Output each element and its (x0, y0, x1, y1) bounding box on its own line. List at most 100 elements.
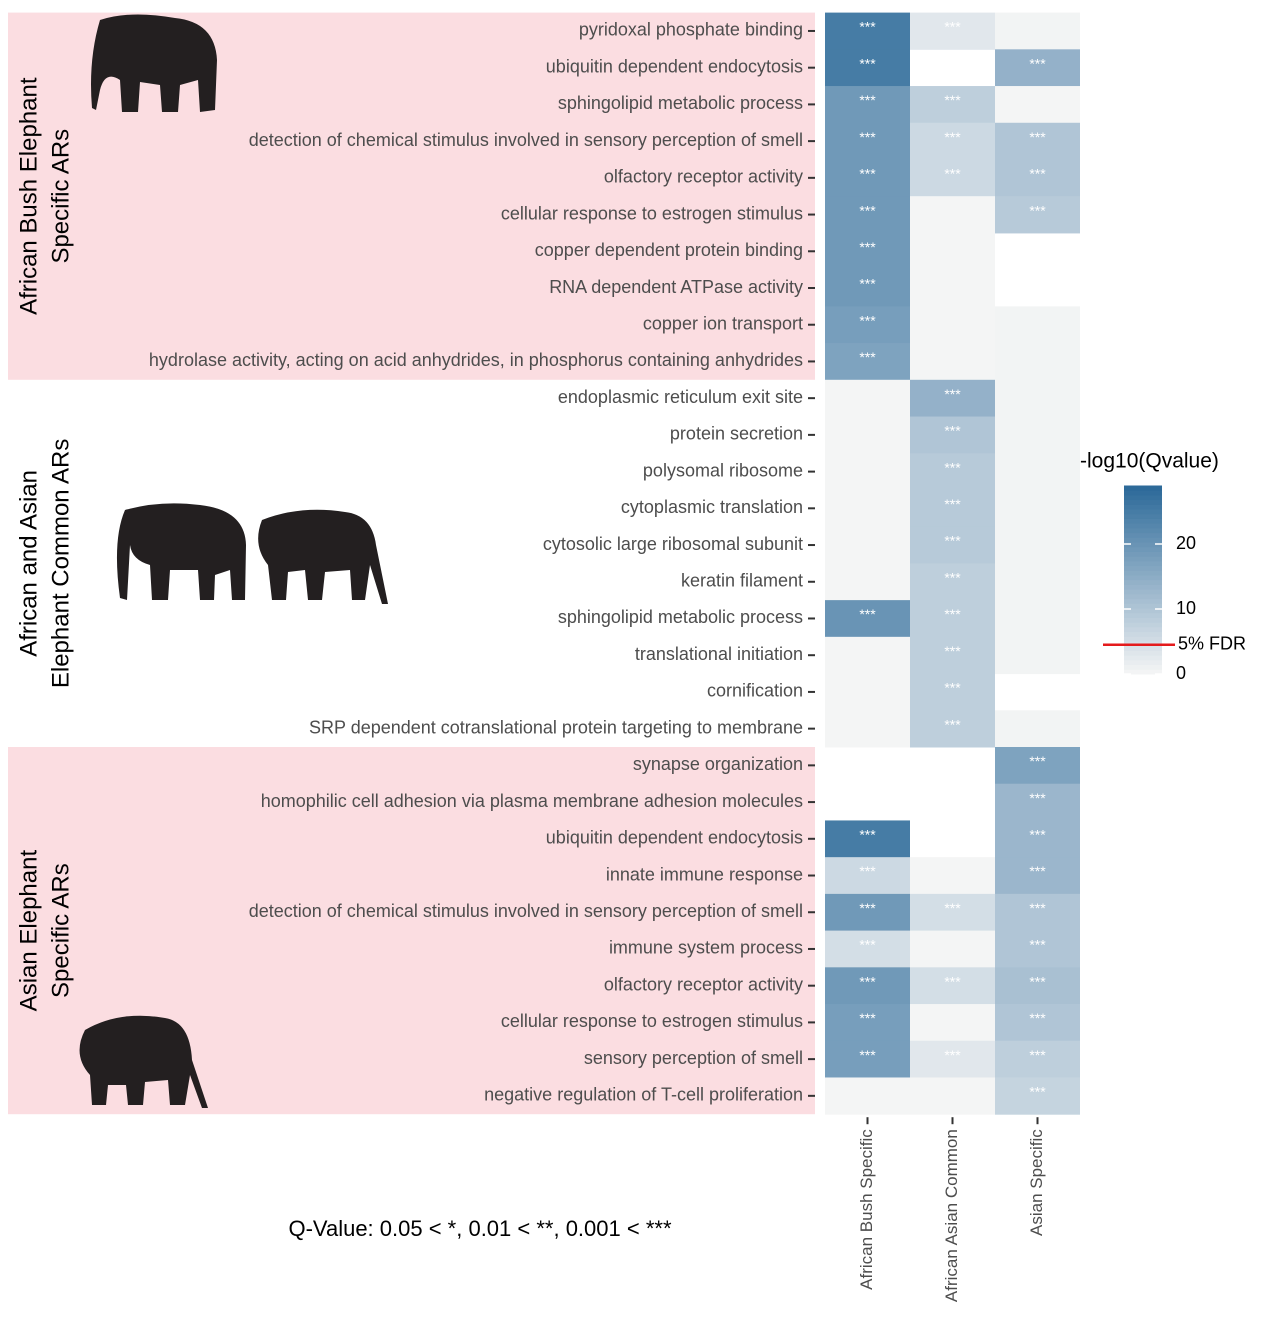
significance-stars: *** (944, 533, 961, 549)
significance-stars: *** (859, 1047, 876, 1063)
heat-cell (995, 1040, 1080, 1078)
colorbar-step (1124, 659, 1162, 666)
row-label: pyridoxal phosphate binding (579, 20, 803, 40)
heat-cell (995, 636, 1080, 675)
colorbar-step (1124, 542, 1162, 548)
significance-stars: *** (859, 166, 876, 182)
group-label: Specific ARs (47, 129, 74, 264)
heat-cell (995, 526, 1080, 564)
colorbar-step (1124, 589, 1162, 595)
colorbar-step (1124, 655, 1162, 661)
significance-stars: *** (859, 129, 876, 145)
heat-cell (825, 820, 910, 858)
row-label: cytoplasmic translation (621, 497, 803, 517)
heat-cell (825, 453, 910, 491)
row-label: synapse organization (633, 754, 803, 774)
heat-cell (825, 122, 910, 160)
significance-stars: *** (944, 423, 961, 439)
row-label: RNA dependent ATPase activity (549, 277, 803, 297)
heat-cell (825, 416, 910, 454)
significance-stars: *** (944, 569, 961, 585)
heat-cell (910, 1077, 995, 1115)
heat-cell (825, 306, 910, 344)
heat-cell (995, 86, 1080, 124)
row-label: ubiquitin dependent endocytosis (546, 828, 803, 848)
row-label: keratin filament (681, 571, 803, 591)
significance-stars: *** (1029, 790, 1046, 806)
heat-cell (995, 49, 1080, 87)
significance-stars: *** (859, 239, 876, 255)
significance-stars: *** (1029, 55, 1046, 71)
colorbar-step (1124, 490, 1162, 496)
significance-stars: *** (1029, 973, 1046, 989)
heat-cell (995, 453, 1080, 491)
heat-cell (825, 343, 910, 381)
colorbar-step (1124, 584, 1162, 590)
heat-cell (995, 12, 1080, 50)
significance-stars: *** (859, 937, 876, 953)
row-label: immune system process (609, 938, 803, 958)
significance-stars: *** (944, 19, 961, 35)
colorbar-step (1124, 626, 1162, 633)
heat-cell (995, 122, 1080, 160)
row-label: sensory perception of smell (584, 1048, 803, 1068)
heat-cell (995, 783, 1080, 821)
heat-cell (910, 306, 995, 344)
significance-stars: *** (1029, 937, 1046, 953)
significance-stars: *** (1029, 1010, 1046, 1026)
heat-cell (910, 673, 995, 711)
row-label: SRP dependent cotranslational protein ta… (309, 717, 803, 737)
legend-tick-label: 10 (1176, 598, 1196, 618)
row-label: sphingolipid metabolic process (558, 607, 803, 627)
significance-stars: *** (859, 606, 876, 622)
heat-cell (995, 489, 1080, 528)
heat-cell (910, 159, 995, 197)
heat-cell (995, 600, 1080, 638)
significance-stars: *** (859, 312, 876, 328)
row-label: ubiquitin dependent endocytosis (546, 56, 803, 76)
row-label: polysomal ribosome (643, 460, 803, 480)
significance-stars: *** (944, 973, 961, 989)
significance-stars: *** (859, 202, 876, 218)
row-label: olfactory receptor activity (604, 974, 803, 994)
colorbar-step (1124, 608, 1162, 614)
significance-stars: *** (1029, 1084, 1046, 1100)
colorbar-step (1124, 518, 1162, 524)
heat-cell (910, 563, 995, 601)
significance-stars: *** (859, 349, 876, 365)
heat-cell (825, 1040, 910, 1078)
heat-cell (910, 893, 995, 932)
significance-stars: *** (944, 459, 961, 475)
colorbar-step (1124, 636, 1162, 642)
significance-stars: *** (1029, 1047, 1046, 1063)
colorbar-step (1124, 499, 1162, 505)
heat-cell (910, 489, 995, 528)
heat-cell (995, 306, 1080, 344)
heat-cell (995, 1004, 1080, 1042)
colorbar-step (1124, 509, 1162, 515)
row-label: detection of chemical stimulus involved … (249, 901, 803, 921)
heat-cell (825, 967, 910, 1005)
elephant-icon (79, 1015, 208, 1108)
colorbar-step (1124, 527, 1162, 534)
heat-cell (910, 1004, 995, 1042)
heat-cell (910, 526, 995, 564)
significance-stars: *** (944, 680, 961, 696)
significance-stars: *** (944, 92, 961, 108)
colorbar-step (1124, 565, 1162, 571)
backgrounds (8, 12, 815, 1115)
heat-cell (825, 86, 910, 124)
elephant-icon (258, 509, 388, 604)
significance-stars: *** (944, 716, 961, 732)
heat-cell (995, 159, 1080, 197)
row-label: sphingolipid metabolic process (558, 93, 803, 113)
colorbar-step (1124, 631, 1162, 637)
colorbar-step (1124, 669, 1162, 675)
significance-stars: *** (859, 55, 876, 71)
heat-cell (910, 232, 995, 271)
significance-stars: *** (944, 166, 961, 182)
colorbar-step (1124, 603, 1162, 609)
row-label: cornification (707, 681, 803, 701)
